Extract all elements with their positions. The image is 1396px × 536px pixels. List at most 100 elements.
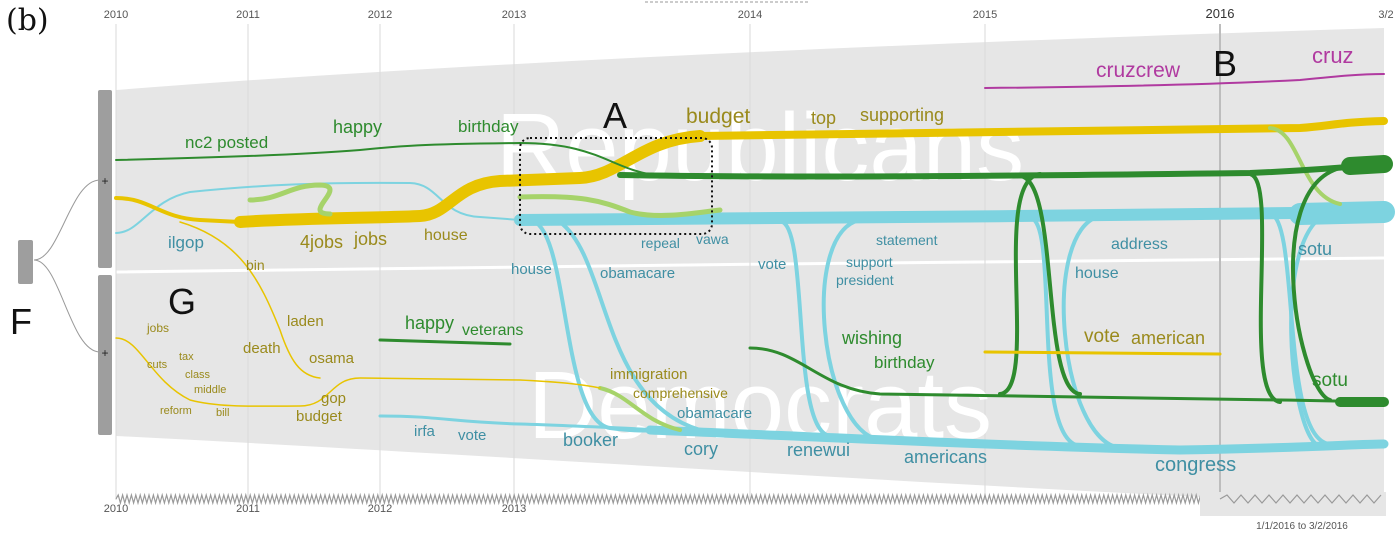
root-node-handle[interactable] [18, 240, 33, 284]
label-americans: americans [904, 447, 987, 467]
label-renewui: renewui [787, 440, 850, 460]
storyline-gold-main[interactable] [234, 130, 706, 228]
storyline-gold-main[interactable] [114, 196, 242, 224]
label-bin: bin [246, 257, 265, 273]
storyline-cyan-cross[interactable] [821, 218, 882, 442]
label-osama: osama [309, 350, 355, 367]
storyline-lightgreen[interactable] [1268, 126, 1342, 206]
storyline-gold-dem[interactable] [179, 221, 321, 379]
label-obamacare: obamacare [600, 265, 675, 282]
label-repeal: repeal [641, 235, 680, 251]
marker-a: A [603, 95, 627, 136]
time-slider-selection[interactable] [1200, 492, 1386, 516]
year-tick-bottom: 2012 [368, 503, 392, 515]
label-sotu: sotu [1312, 370, 1348, 391]
storyline-cyan-cross[interactable] [778, 219, 832, 438]
label-jobs4: 4jobs [300, 232, 343, 252]
storyline-gold-vote[interactable] [983, 350, 1222, 356]
hierarchy-connector [33, 179, 101, 261]
label-obamacare: obamacare [677, 405, 752, 422]
time-slider-zoomed-track[interactable] [1219, 494, 1382, 504]
label-budget: budget [296, 408, 343, 425]
label-house: house [511, 261, 552, 278]
time-slider[interactable]: 1/1/2016 to 3/2/2016 [115, 492, 1386, 532]
watermark-republicans: Republicans [496, 94, 1024, 201]
year-tick: 2013 [502, 9, 526, 21]
label-middle: middle [194, 384, 226, 396]
label-vawa: vawa [696, 231, 729, 247]
republicans-group-bar[interactable] [98, 90, 112, 268]
storyline-lightgreen[interactable] [598, 386, 682, 432]
label-cuts: cuts [147, 359, 168, 371]
year-gridlines [115, 24, 1221, 500]
storyline-cyan-cross[interactable] [1028, 216, 1082, 448]
label-budget: budget [686, 105, 750, 128]
label-happy: happy [405, 313, 454, 333]
label-laden: laden [287, 313, 324, 330]
hierarchy-connector [33, 259, 101, 353]
storyline-green-cross[interactable] [1018, 174, 1082, 396]
label-death: death [243, 340, 281, 357]
label-president: president [836, 272, 894, 288]
label-cruz: cruz [1312, 43, 1354, 68]
democrats-group-bar[interactable] [98, 275, 112, 435]
storyline-cyan-bottom-wide[interactable] [645, 425, 1389, 455]
range-caption: 1/1/2016 to 3/2/2016 [1256, 521, 1348, 532]
label-birthday: birthday [874, 353, 935, 372]
marker-f: F [10, 301, 32, 342]
storyline-green-cross[interactable] [1291, 166, 1342, 402]
label-jobs: jobs [353, 229, 387, 249]
storyline-magenta[interactable] [984, 73, 1385, 89]
label-support: support [846, 254, 893, 270]
expand-toggle-democrats[interactable]: + [101, 346, 108, 360]
label-sotu: sotu [1298, 239, 1332, 259]
label-house: house [1075, 265, 1119, 282]
label-jobs: jobs [146, 321, 169, 335]
label-congress: congress [1155, 454, 1236, 476]
hierarchy-controls: + + [18, 90, 112, 435]
storyline-cyan-cross[interactable] [1061, 214, 1122, 450]
label-statement: statement [876, 232, 938, 248]
label-vote: vote [758, 256, 786, 273]
label-irfa: irfa [414, 423, 435, 440]
storyline-green-bottom[interactable] [748, 346, 1386, 404]
storyline-green-cross[interactable] [1248, 172, 1282, 404]
label-veterans: veterans [462, 322, 523, 339]
panel-label: (b) [6, 3, 49, 38]
storyline-lightgreen[interactable] [517, 194, 723, 218]
label-tax: tax [179, 351, 194, 363]
expand-toggle-republicans[interactable]: + [101, 174, 108, 188]
label-address: address [1111, 236, 1168, 253]
year-tick: 2016 [1206, 6, 1235, 21]
storyline-cyan-cross[interactable] [558, 220, 702, 432]
year-tick: 2012 [368, 9, 392, 21]
storyline-gold-dem[interactable] [115, 337, 601, 407]
label-reform: reform [160, 405, 192, 417]
label-birthday: birthday [458, 117, 519, 136]
storyline-lightgreen[interactable] [247, 182, 333, 217]
label-comprehensive: comprehensive [633, 385, 728, 401]
year-tick: 2010 [104, 9, 128, 21]
marker-g: G [168, 281, 196, 322]
storyline-green-main-end[interactable] [1341, 155, 1393, 175]
storyline-cyan-main-wide[interactable] [1289, 201, 1395, 225]
storyline-green-cross[interactable] [998, 172, 1042, 396]
storyline-green-top[interactable] [115, 141, 661, 177]
storyline-green-bottom[interactable] [378, 338, 512, 346]
selection-box-a[interactable] [519, 137, 713, 235]
year-tick: 3/2 [1378, 9, 1393, 21]
marker-b: B [1213, 43, 1237, 84]
storyline-labels: nc2 posted happy birthday budget top sup… [146, 43, 1354, 476]
label-immigration: immigration [610, 366, 688, 383]
label-class: class [185, 369, 211, 381]
label-cory: cory [684, 439, 718, 459]
label-top: top [811, 108, 836, 128]
label-happy: happy [333, 117, 382, 137]
label-cruzcrew: cruzcrew [1096, 59, 1181, 82]
time-slider-track[interactable] [115, 492, 1219, 506]
year-tick: 2014 [738, 9, 762, 21]
storyline-cyan-cross[interactable] [1289, 211, 1332, 448]
label-supporting: supporting [860, 105, 944, 125]
storyline-gold-top[interactable] [696, 117, 1388, 140]
